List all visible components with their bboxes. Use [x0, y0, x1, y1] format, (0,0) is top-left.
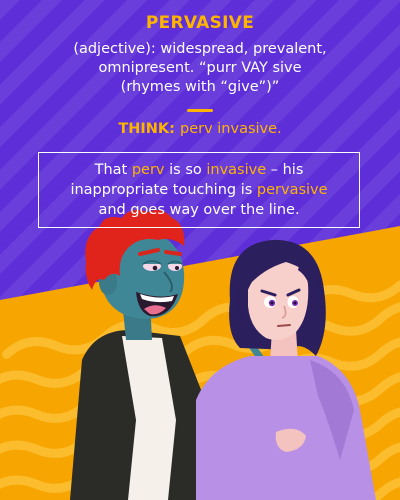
- definition-line: (adjective): widespread, prevalent,: [73, 41, 327, 57]
- example-text: is so: [164, 162, 207, 178]
- example-text: That: [94, 162, 132, 178]
- think-phrase: perv invasive.: [180, 121, 282, 137]
- highlight-pervasive: pervasive: [256, 182, 328, 198]
- woman-figure-icon: [196, 239, 376, 500]
- example-text: inappropriate touching is: [70, 182, 257, 198]
- example-line: That perv is so invasive – his: [39, 160, 359, 180]
- example-line: inappropriate touching is pervasive: [39, 180, 359, 200]
- divider: [187, 109, 213, 112]
- example-text: – his: [266, 162, 304, 178]
- highlight-invasive: invasive: [206, 162, 267, 178]
- vocab-word: PERVASIVE: [145, 13, 255, 33]
- think-mnemonic: THINK: perv invasive.: [0, 121, 400, 137]
- definition: (adjective): widespread, prevalent, omni…: [40, 40, 360, 97]
- definition-line: (rhymes with “give”)”: [120, 79, 280, 95]
- example-sentence-box: That perv is so invasive – his inappropr…: [38, 152, 360, 228]
- definition-line: omnipresent. “purr VAY sive: [98, 60, 302, 76]
- example-line: and goes way over the line.: [39, 200, 359, 220]
- highlight-perv: perv: [131, 162, 165, 178]
- think-label: THINK:: [118, 121, 175, 137]
- example-text: and goes way over the line.: [98, 202, 300, 218]
